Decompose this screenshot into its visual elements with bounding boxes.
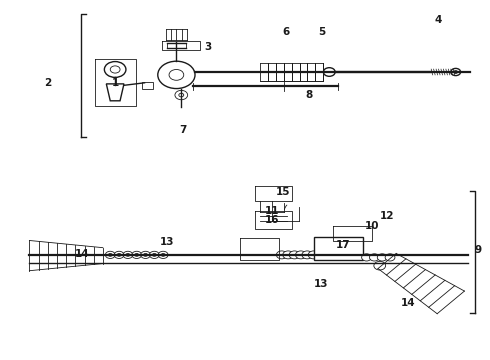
Circle shape	[152, 253, 156, 256]
Circle shape	[135, 253, 139, 256]
Circle shape	[346, 251, 357, 259]
Circle shape	[369, 254, 379, 261]
Text: 8: 8	[305, 90, 312, 100]
Circle shape	[276, 251, 287, 259]
Circle shape	[175, 90, 188, 100]
Circle shape	[283, 251, 294, 259]
Circle shape	[308, 251, 319, 259]
Circle shape	[315, 251, 325, 259]
Polygon shape	[106, 84, 124, 101]
Circle shape	[161, 253, 165, 256]
Text: 6: 6	[283, 27, 290, 37]
Circle shape	[377, 254, 387, 261]
Circle shape	[454, 71, 458, 73]
Text: 4: 4	[435, 15, 442, 25]
Text: 12: 12	[380, 211, 394, 221]
Circle shape	[323, 68, 335, 76]
Text: 14: 14	[400, 298, 415, 308]
Circle shape	[451, 68, 461, 76]
Text: 14: 14	[75, 249, 90, 259]
Circle shape	[169, 69, 184, 80]
Text: 13: 13	[314, 279, 328, 289]
Circle shape	[385, 254, 395, 261]
Text: 1: 1	[112, 78, 119, 88]
Circle shape	[123, 251, 133, 258]
Text: 5: 5	[318, 27, 325, 37]
Text: 16: 16	[265, 215, 279, 225]
Circle shape	[340, 251, 351, 259]
Circle shape	[374, 261, 386, 270]
Circle shape	[327, 251, 338, 259]
Bar	[142, 82, 153, 89]
Circle shape	[117, 253, 121, 256]
Circle shape	[110, 66, 120, 73]
Circle shape	[158, 251, 168, 258]
Text: 17: 17	[336, 240, 350, 250]
Circle shape	[104, 62, 126, 77]
Circle shape	[302, 251, 313, 259]
Text: 15: 15	[276, 186, 291, 197]
Circle shape	[108, 253, 112, 256]
Text: 3: 3	[205, 42, 212, 52]
Text: 9: 9	[474, 245, 481, 255]
Text: 7: 7	[179, 125, 187, 135]
Text: 11: 11	[265, 206, 279, 216]
Text: 13: 13	[159, 237, 174, 247]
Circle shape	[149, 251, 159, 258]
Text: 2: 2	[45, 78, 51, 88]
Circle shape	[132, 251, 142, 258]
Circle shape	[114, 251, 124, 258]
Bar	[314, 237, 363, 260]
Circle shape	[105, 251, 115, 258]
Circle shape	[289, 251, 300, 259]
Text: 10: 10	[365, 221, 380, 231]
Circle shape	[141, 251, 150, 258]
Circle shape	[126, 253, 130, 256]
Circle shape	[362, 254, 371, 261]
Circle shape	[295, 251, 306, 259]
Circle shape	[321, 251, 332, 259]
Circle shape	[179, 93, 184, 97]
Circle shape	[334, 251, 344, 259]
Circle shape	[144, 253, 147, 256]
Circle shape	[158, 61, 195, 89]
